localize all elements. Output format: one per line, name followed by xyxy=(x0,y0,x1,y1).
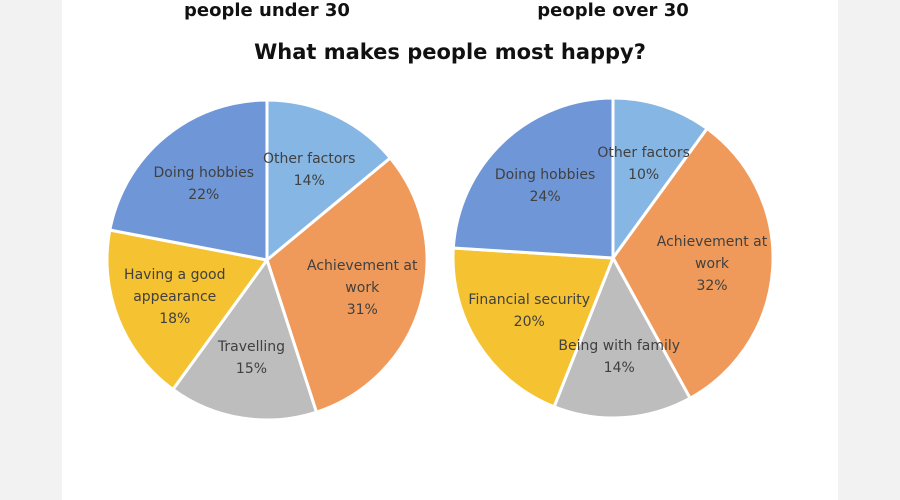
chart-title: What makes people most happy? xyxy=(254,40,646,64)
slice-label: Other factors xyxy=(262,151,356,168)
slice-value: 20% xyxy=(513,314,545,331)
slice-label: Doing hobbies xyxy=(153,164,254,181)
pie-slice xyxy=(451,96,615,260)
slice-value: 22% xyxy=(188,186,220,203)
pie-slice xyxy=(105,228,270,392)
pie-slice xyxy=(108,98,269,262)
slice-value: 10% xyxy=(628,166,660,183)
slice-label: Financial security xyxy=(468,292,591,309)
pie-slice xyxy=(552,254,693,420)
pie-slice xyxy=(611,126,775,401)
slice-value: 15% xyxy=(235,360,268,377)
slice-label: Achievement at work xyxy=(307,257,418,296)
slice-value: 24% xyxy=(529,188,561,205)
slice-label: Doing hobbies xyxy=(494,166,596,183)
pie-slice xyxy=(265,98,393,264)
pie-title: people under 30 xyxy=(184,0,350,21)
slice-value: 14% xyxy=(603,360,635,376)
pie-slice xyxy=(451,246,616,409)
slice-value: 18% xyxy=(159,310,191,327)
slice-value: 32% xyxy=(696,278,728,295)
pie-slice xyxy=(611,96,710,263)
slice-label: Achievement at work xyxy=(656,234,768,273)
slice-label: Being with family xyxy=(558,338,681,354)
slice-label: Having a good appearance xyxy=(124,266,226,305)
pie-slice xyxy=(170,256,319,422)
pie-slice xyxy=(265,155,429,415)
slice-label: Travelling xyxy=(217,338,286,355)
pie-title: people over 30 xyxy=(537,0,689,21)
slice-value: 14% xyxy=(293,173,325,190)
slice-value: 31% xyxy=(346,301,378,318)
slice-label: Other factors xyxy=(597,144,690,161)
